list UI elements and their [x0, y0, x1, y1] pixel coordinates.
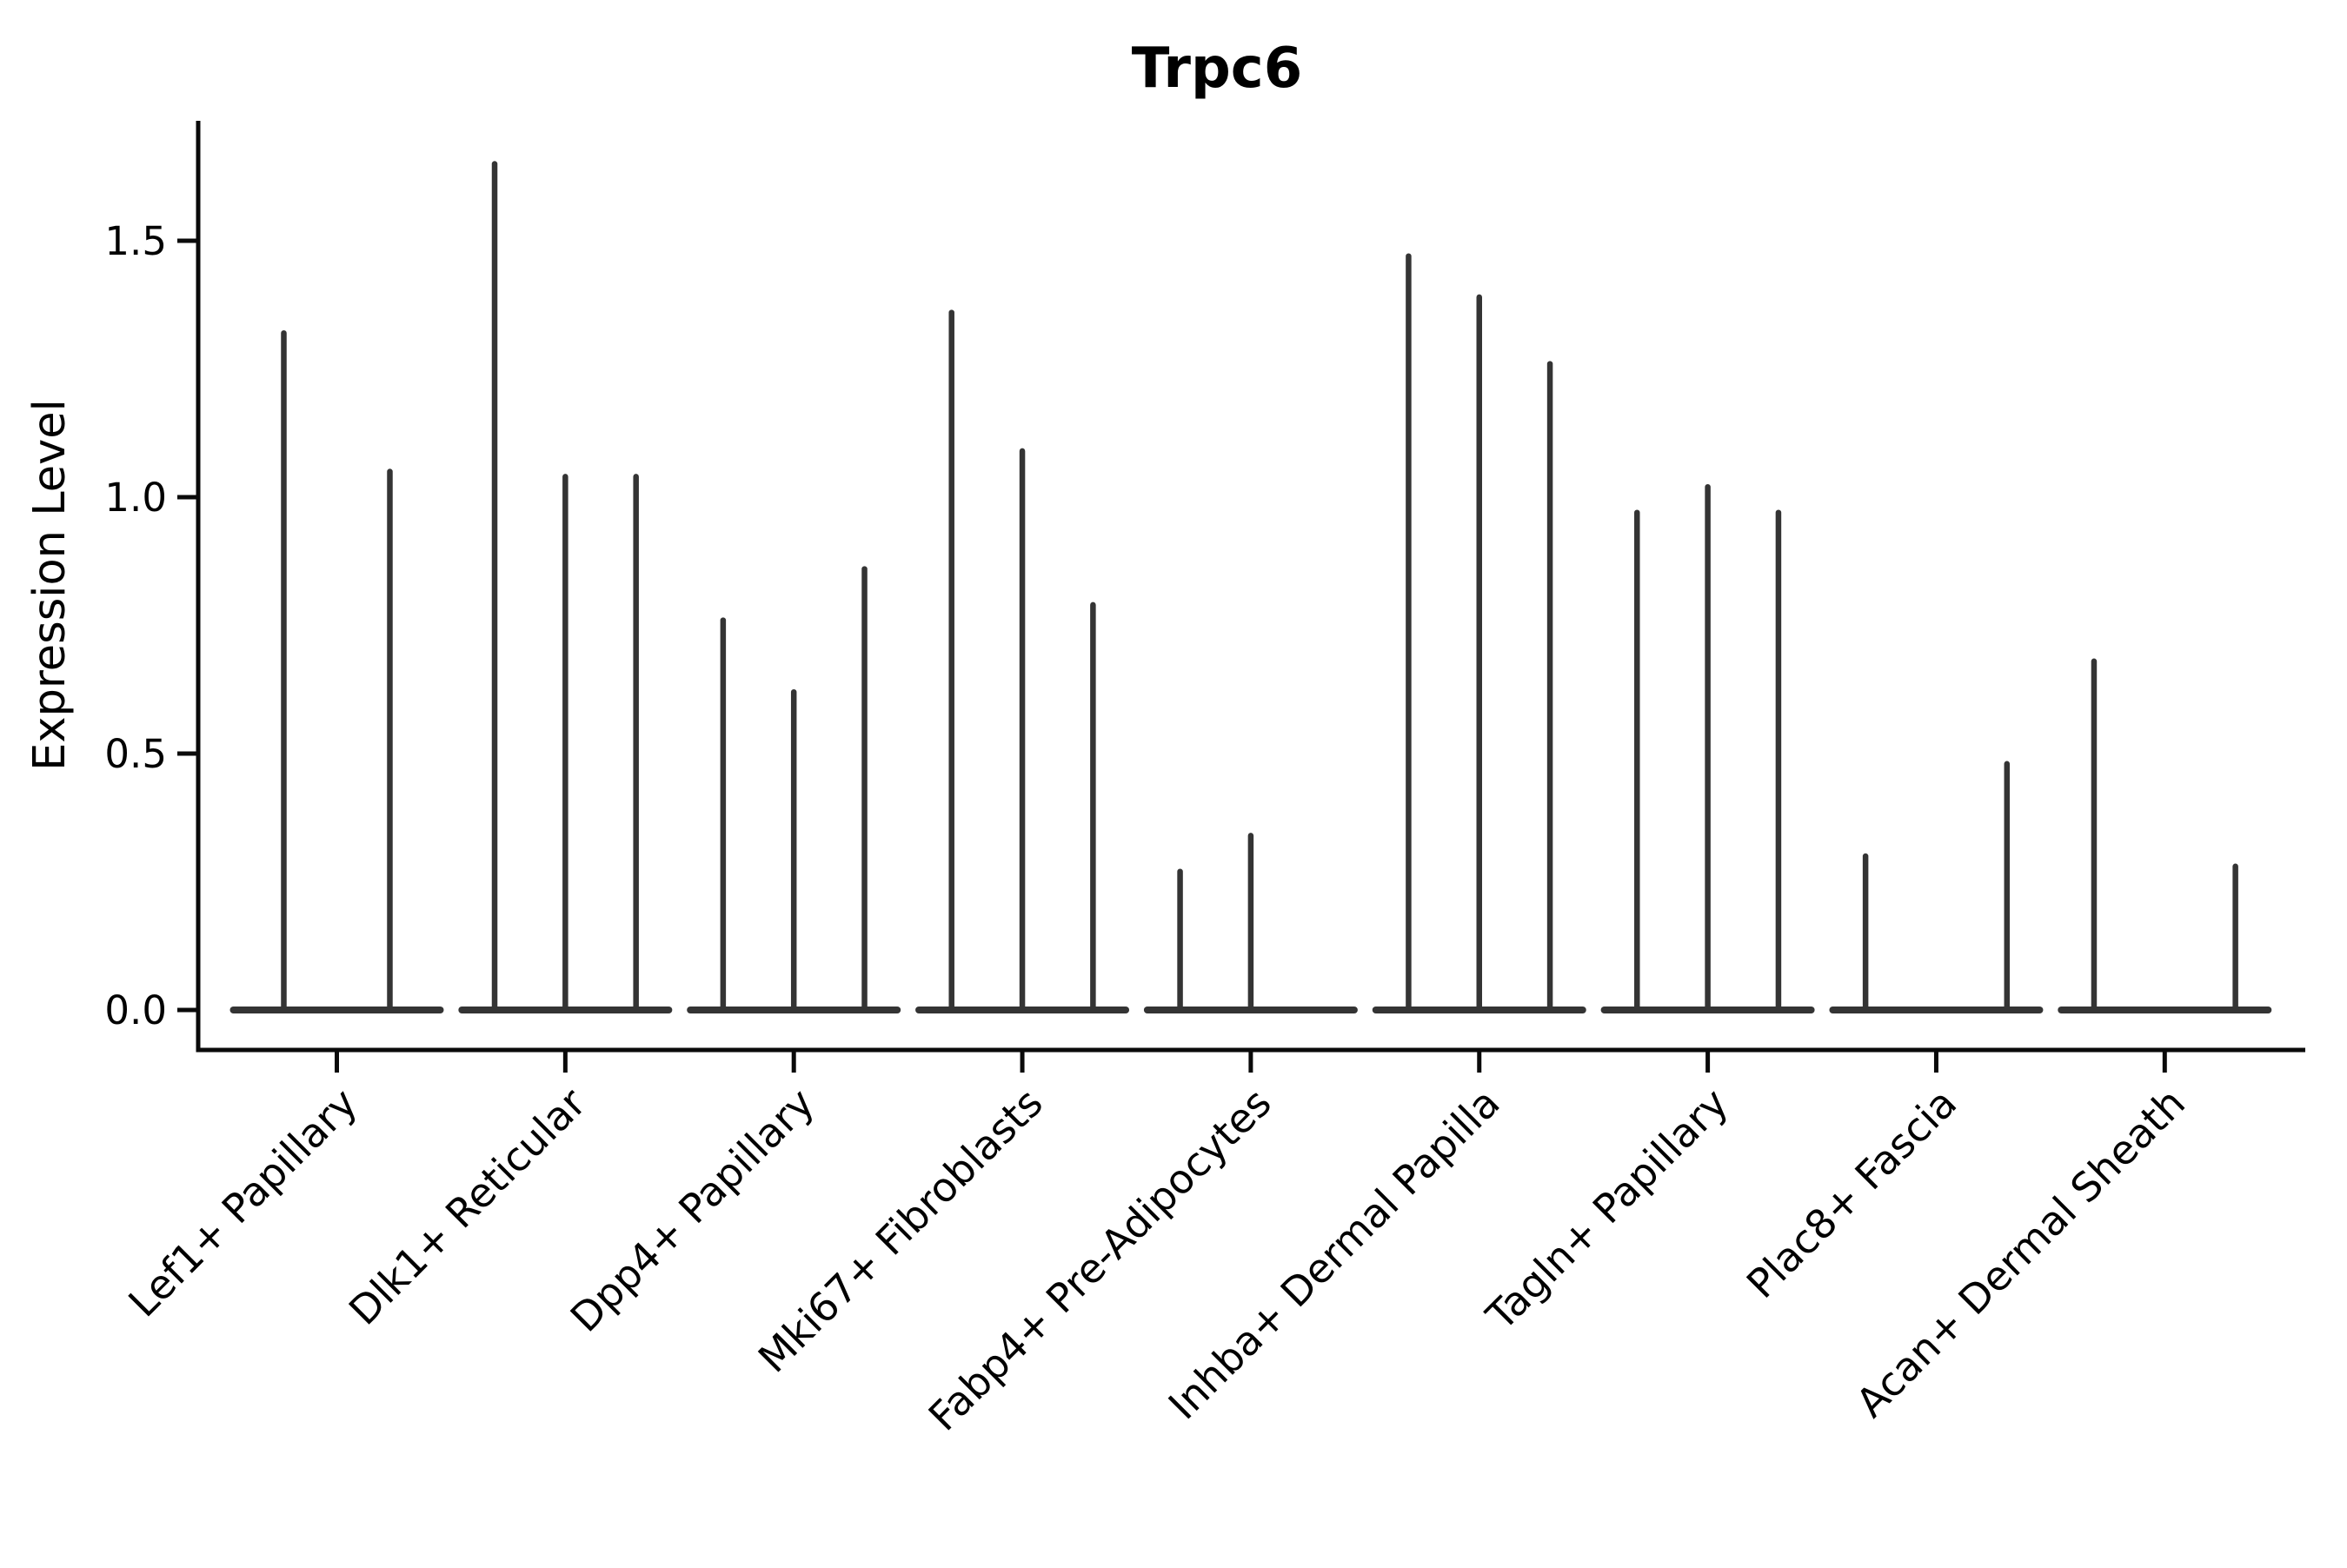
x-tick-label: Dlk1+ Reticular [340, 1080, 595, 1334]
x-tick-label: Dpp4+ Papillary [562, 1080, 823, 1341]
y-axis-label: Expression Level [24, 399, 76, 771]
x-tick-label: Plac8+ Fascia [1738, 1080, 1965, 1307]
chart-title: Trpc6 [1132, 37, 1302, 101]
y-tick-label: 1.5 [104, 218, 167, 264]
y-tick-label: 0.0 [104, 987, 167, 1033]
y-tick-label: 1.0 [104, 475, 167, 521]
x-tick-label: Tagln+ Papillary [1477, 1080, 1738, 1340]
x-tick-label: Lef1+ Papillary [119, 1080, 366, 1326]
y-tick-label: 0.5 [104, 731, 167, 777]
